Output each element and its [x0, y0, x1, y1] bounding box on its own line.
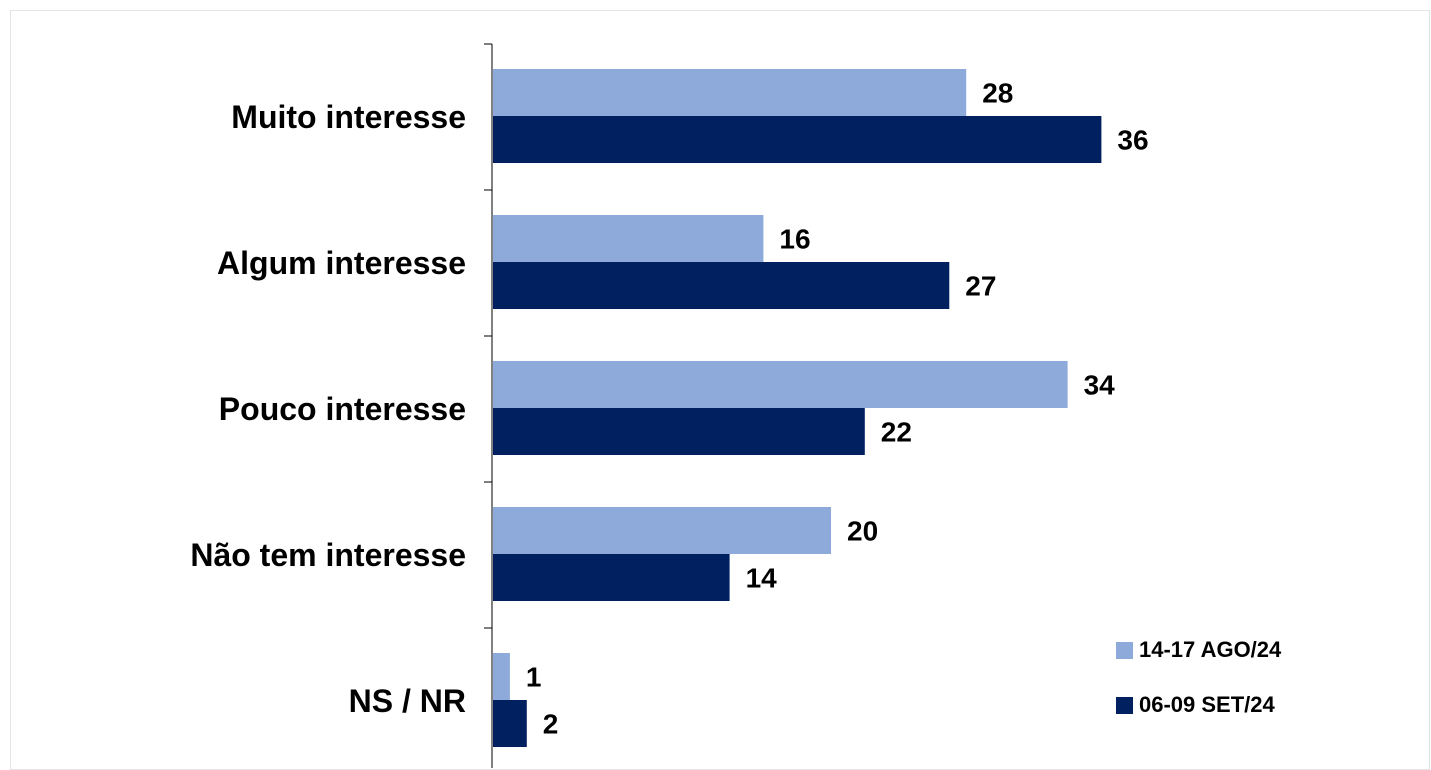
bar — [493, 700, 527, 747]
bar — [493, 408, 865, 455]
legend-swatch — [1116, 696, 1133, 714]
label-layer: Muito interesse 28 36 Algum interesse 16 27 Po… — [190, 78, 1148, 740]
data-label: 34 — [1084, 370, 1116, 401]
data-label: 36 — [1117, 125, 1148, 156]
legend-item-series-2: 06-09 SET/24 — [1116, 691, 1281, 719]
data-label: 1 — [526, 662, 542, 693]
axis-layer — [484, 43, 493, 768]
bar — [493, 116, 1102, 163]
bar — [493, 653, 510, 700]
bar — [493, 215, 764, 262]
category-label: NS / NR — [349, 683, 466, 719]
data-label: 16 — [779, 224, 810, 255]
bar — [493, 554, 730, 601]
data-label: 14 — [746, 563, 778, 594]
data-label: 20 — [847, 516, 878, 547]
bar — [493, 262, 950, 309]
legend-label: 14-17 AGO/24 — [1139, 637, 1282, 662]
bar — [493, 361, 1068, 408]
bar — [493, 507, 831, 554]
category-label: Pouco interesse — [219, 391, 466, 427]
legend-label: 06-09 SET/24 — [1139, 692, 1275, 717]
category-label: Algum interesse — [217, 245, 466, 281]
bar-layer — [493, 69, 1102, 747]
legend-swatch — [1116, 641, 1133, 659]
bar — [493, 69, 967, 116]
legend: 14-17 AGO/24 06-09 SET/24 — [1116, 636, 1281, 746]
data-label: 2 — [543, 709, 559, 740]
category-label: Muito interesse — [231, 99, 466, 135]
data-label: 22 — [881, 417, 912, 448]
category-label: Não tem interesse — [190, 537, 466, 573]
data-label: 27 — [965, 271, 996, 302]
legend-item-series-1: 14-17 AGO/24 — [1116, 636, 1281, 664]
data-label: 28 — [982, 78, 1013, 109]
